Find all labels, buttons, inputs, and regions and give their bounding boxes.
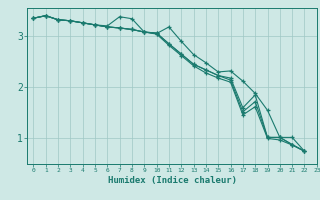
- X-axis label: Humidex (Indice chaleur): Humidex (Indice chaleur): [108, 176, 236, 185]
